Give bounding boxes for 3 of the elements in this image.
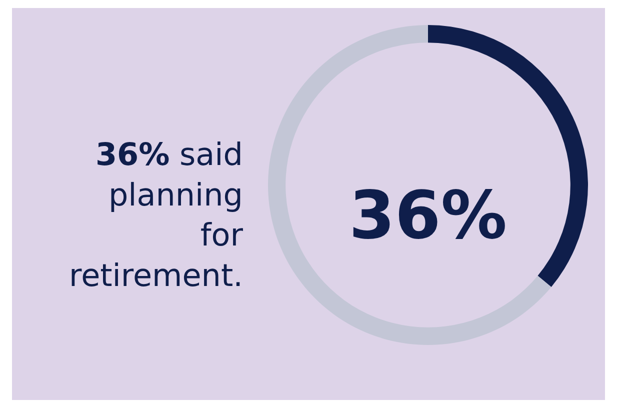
donut-slice	[268, 25, 552, 345]
text: 36% said planning for retirement.	[69, 137, 244, 294]
text: 36%	[349, 177, 507, 254]
